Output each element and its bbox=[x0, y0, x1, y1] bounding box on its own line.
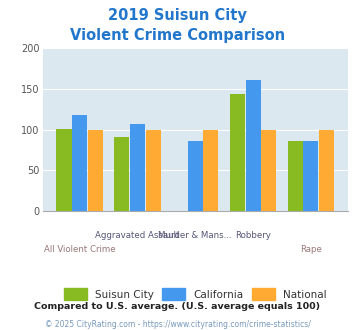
Text: Violent Crime Comparison: Violent Crime Comparison bbox=[70, 28, 285, 43]
Bar bbox=[88, 130, 103, 211]
Text: © 2025 CityRating.com - https://www.cityrating.com/crime-statistics/: © 2025 CityRating.com - https://www.city… bbox=[45, 320, 310, 329]
Text: All Violent Crime: All Violent Crime bbox=[44, 245, 115, 253]
Text: Robbery: Robbery bbox=[235, 231, 271, 240]
Bar bbox=[114, 137, 129, 211]
Bar bbox=[72, 115, 87, 211]
Bar bbox=[246, 80, 261, 211]
Bar bbox=[304, 141, 318, 211]
Legend: Suisun City, California, National: Suisun City, California, National bbox=[60, 284, 331, 304]
Text: Murder & Mans...: Murder & Mans... bbox=[158, 231, 232, 240]
Bar bbox=[130, 124, 145, 211]
Bar bbox=[319, 130, 334, 211]
Text: Compared to U.S. average. (U.S. average equals 100): Compared to U.S. average. (U.S. average … bbox=[34, 302, 321, 311]
Text: Aggravated Assault: Aggravated Assault bbox=[95, 231, 180, 240]
Bar bbox=[146, 130, 160, 211]
Bar bbox=[188, 141, 203, 211]
Text: Rape: Rape bbox=[300, 245, 322, 253]
Bar bbox=[288, 141, 303, 211]
Text: 2019 Suisun City: 2019 Suisun City bbox=[108, 8, 247, 23]
Bar bbox=[203, 130, 218, 211]
Bar bbox=[261, 130, 276, 211]
Bar bbox=[56, 129, 71, 211]
Bar bbox=[230, 94, 245, 211]
